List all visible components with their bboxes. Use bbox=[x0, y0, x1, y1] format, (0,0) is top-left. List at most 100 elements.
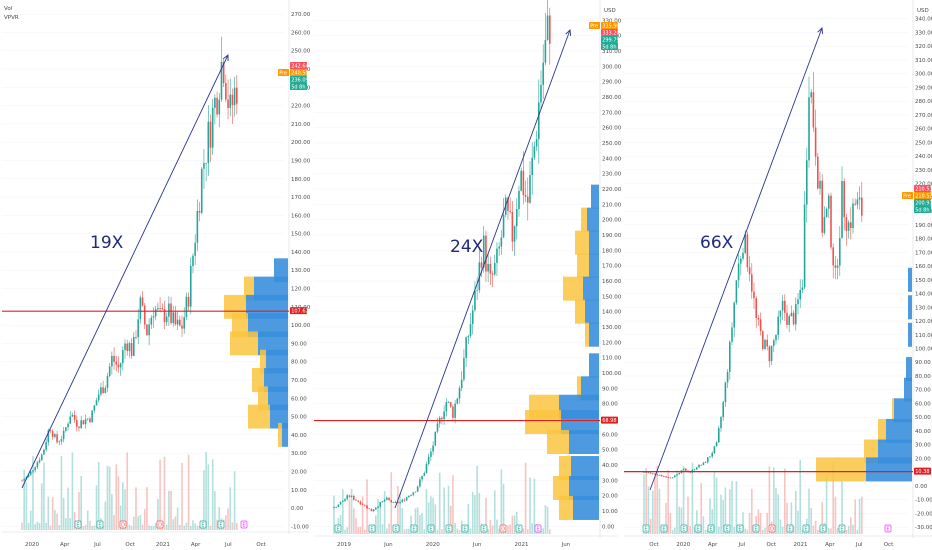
y-tick-label: 210.00 bbox=[291, 122, 311, 128]
earnings-marker[interactable] bbox=[660, 524, 668, 533]
event-marker-letter: E bbox=[98, 522, 101, 528]
earnings-marker[interactable] bbox=[838, 524, 846, 533]
volume-bar bbox=[689, 526, 691, 534]
earnings-marker[interactable] bbox=[707, 524, 715, 533]
volume-bar bbox=[183, 525, 186, 530]
earnings-marker[interactable] bbox=[334, 524, 342, 533]
dividend-marker[interactable] bbox=[499, 524, 507, 533]
candle bbox=[355, 499, 357, 501]
earnings-marker[interactable] bbox=[96, 520, 104, 529]
earnings-marker[interactable] bbox=[240, 520, 248, 529]
volume-bar bbox=[498, 528, 500, 534]
y-tick-label: 170.00 bbox=[602, 264, 622, 270]
vpvr-bar-down bbox=[264, 368, 288, 392]
earnings-marker[interactable] bbox=[480, 524, 488, 533]
volume-bar bbox=[704, 529, 707, 534]
volume-bar bbox=[132, 516, 135, 530]
volume-bar bbox=[86, 510, 89, 530]
volume-bar bbox=[209, 525, 212, 530]
earnings-marker[interactable] bbox=[680, 524, 688, 533]
x-tick-label: 2019 bbox=[337, 542, 351, 548]
earnings-marker[interactable] bbox=[642, 524, 650, 533]
volume-bar bbox=[62, 497, 65, 530]
candle bbox=[788, 316, 790, 325]
dividend-marker[interactable] bbox=[119, 520, 127, 529]
growth-multiplier-label[interactable]: 24X bbox=[450, 237, 484, 257]
earnings-marker[interactable] bbox=[410, 524, 418, 533]
dividend-marker[interactable] bbox=[156, 520, 164, 529]
event-marker-letter: E bbox=[429, 526, 432, 532]
vol-indicator-label[interactable]: Vol bbox=[4, 6, 13, 12]
earnings-marker[interactable] bbox=[368, 524, 376, 533]
volume-bar bbox=[544, 505, 547, 534]
candle bbox=[115, 361, 118, 365]
earnings-marker[interactable] bbox=[515, 524, 523, 533]
price-label-text: Pre bbox=[590, 23, 598, 29]
trend-arrow-line[interactable] bbox=[649, 27, 823, 491]
vpvr-bar-down bbox=[908, 322, 912, 347]
growth-multiplier-label[interactable]: 66X bbox=[700, 233, 734, 253]
vpvr-bar-up bbox=[230, 331, 258, 356]
candle bbox=[781, 300, 784, 311]
earnings-marker[interactable] bbox=[752, 524, 760, 533]
price-label-text: 107.62 bbox=[291, 309, 309, 315]
candle bbox=[60, 439, 63, 442]
earnings-marker[interactable] bbox=[723, 524, 731, 533]
candle bbox=[412, 492, 415, 495]
volume-bar bbox=[693, 527, 696, 534]
candle bbox=[474, 290, 476, 311]
trend-arrow-line[interactable] bbox=[394, 29, 571, 509]
volume-bar bbox=[548, 529, 551, 534]
x-tick-label: Apr bbox=[825, 542, 835, 548]
volume-bar bbox=[179, 524, 181, 530]
earnings-marker[interactable] bbox=[736, 524, 744, 533]
earnings-marker[interactable] bbox=[819, 524, 827, 533]
volume-bar bbox=[421, 512, 423, 534]
candle bbox=[150, 317, 153, 325]
vpvr-indicator-label[interactable]: VPVR bbox=[4, 15, 19, 21]
earnings-marker[interactable] bbox=[445, 524, 453, 533]
candle bbox=[432, 445, 434, 452]
candle bbox=[89, 418, 91, 423]
growth-multiplier-label[interactable]: 19X bbox=[90, 233, 124, 253]
volume-bar bbox=[795, 490, 797, 534]
price-label-text: 242.64 bbox=[291, 63, 309, 69]
volume-bar bbox=[225, 515, 227, 530]
volume-bar bbox=[775, 487, 777, 534]
candle bbox=[209, 121, 212, 148]
y-tick-label: 150.00 bbox=[291, 232, 311, 238]
volume-bar bbox=[438, 472, 441, 534]
currency-label: USD bbox=[917, 8, 929, 14]
earnings-marker[interactable] bbox=[199, 520, 207, 529]
earnings-marker[interactable] bbox=[884, 524, 892, 533]
candle bbox=[852, 203, 854, 229]
earnings-marker[interactable] bbox=[802, 524, 810, 533]
candle bbox=[542, 62, 544, 85]
price-label-box bbox=[589, 22, 600, 29]
volume-bar bbox=[40, 483, 43, 530]
volume-bar bbox=[49, 525, 52, 530]
candle bbox=[463, 357, 465, 380]
dividend-marker[interactable] bbox=[768, 524, 776, 533]
earnings-marker[interactable] bbox=[786, 524, 794, 533]
volume-bar bbox=[649, 518, 652, 534]
candle bbox=[207, 121, 210, 164]
trend-arrow-line[interactable] bbox=[21, 54, 229, 489]
candle bbox=[344, 499, 346, 501]
volume-bar bbox=[211, 459, 214, 530]
event-marker-letter: E bbox=[517, 526, 520, 532]
event-marker-letter: E bbox=[696, 526, 699, 532]
earnings-marker[interactable] bbox=[74, 520, 82, 529]
earnings-marker[interactable] bbox=[694, 524, 702, 533]
earnings-marker[interactable] bbox=[217, 520, 225, 529]
vpvr-bar-down bbox=[282, 422, 288, 447]
y-tick-label: 330.00 bbox=[602, 18, 622, 24]
earnings-marker[interactable] bbox=[534, 524, 542, 533]
event-marker-letter: E bbox=[738, 526, 741, 532]
earnings-marker[interactable] bbox=[392, 524, 400, 533]
earnings-marker[interactable] bbox=[461, 524, 469, 533]
volume-bar bbox=[375, 515, 377, 534]
earnings-marker[interactable] bbox=[427, 524, 435, 533]
y-tick-label: 250.00 bbox=[915, 140, 932, 146]
